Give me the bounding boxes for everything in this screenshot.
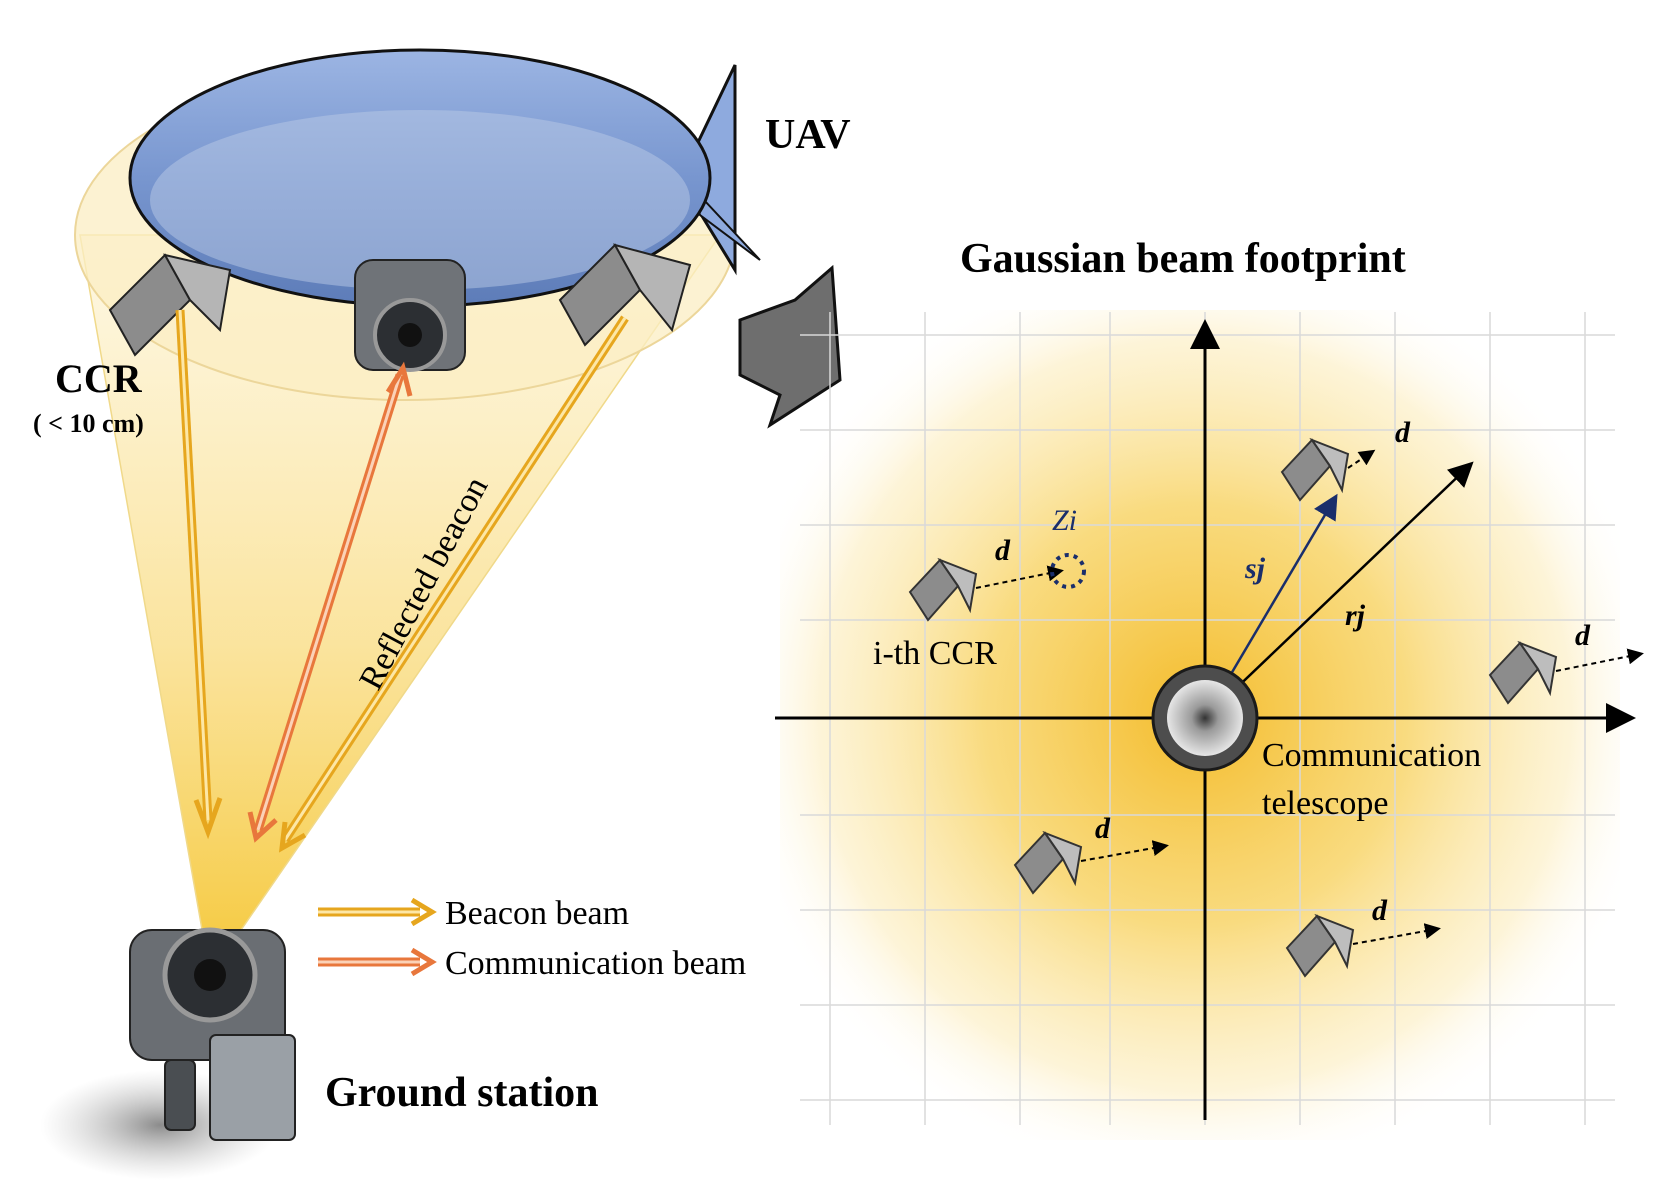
legend-item-beacon: Beacon beam: [318, 895, 629, 932]
uav-blimp: [128, 48, 761, 308]
d-label-lower-left: d: [1095, 812, 1111, 845]
z-i-label: Zi: [1052, 504, 1077, 537]
ground-station: [40, 927, 296, 1180]
ccr-right: [1488, 640, 1644, 705]
ccr-lower-right: [1285, 913, 1441, 978]
d-label-ith: d: [995, 534, 1011, 567]
r-j-vector: [1204, 461, 1474, 719]
communication-telescope: [1151, 664, 1259, 772]
footprint-ccrs: [908, 437, 1644, 978]
ccr-ith: [908, 557, 1064, 622]
ground-station-label: Ground station: [325, 1070, 598, 1116]
ccr-lower-left: [1013, 830, 1169, 895]
s-j-label: sj: [1244, 552, 1266, 585]
legend-item-communication: Communication beam: [318, 945, 746, 982]
uav-terminal: [354, 259, 466, 372]
z-i-circle: [1050, 553, 1086, 589]
r-j-label: rj: [1345, 599, 1366, 632]
beacon-beam-left: [175, 309, 223, 840]
d-label-top: d: [1395, 416, 1411, 449]
ccr-top-displacement-arrow: [1347, 449, 1376, 469]
telescope-label-line1: Communication: [1262, 737, 1481, 774]
d-label-lower-right: d: [1372, 894, 1388, 927]
legend: Beacon beam Communication beam: [318, 895, 746, 982]
ccr-label: CCR: [55, 356, 143, 401]
ccr-size-label: ( < 10 cm): [33, 409, 144, 438]
uav-label: UAV: [765, 112, 851, 158]
ccr-left: [108, 253, 232, 357]
ccr-right: [558, 243, 692, 347]
beacon-beam-right: [278, 315, 629, 853]
legend-label-communication: Communication beam: [445, 945, 746, 982]
i-th-ccr-label: i-th CCR: [873, 635, 997, 672]
footprint-title: Gaussian beam footprint: [960, 236, 1406, 282]
ccr-top: [1280, 437, 1376, 502]
d-label-right: d: [1575, 619, 1591, 652]
communication-beam: [247, 361, 413, 843]
telescope-label-line2: telescope: [1262, 785, 1389, 822]
legend-label-beacon: Beacon beam: [445, 895, 629, 932]
